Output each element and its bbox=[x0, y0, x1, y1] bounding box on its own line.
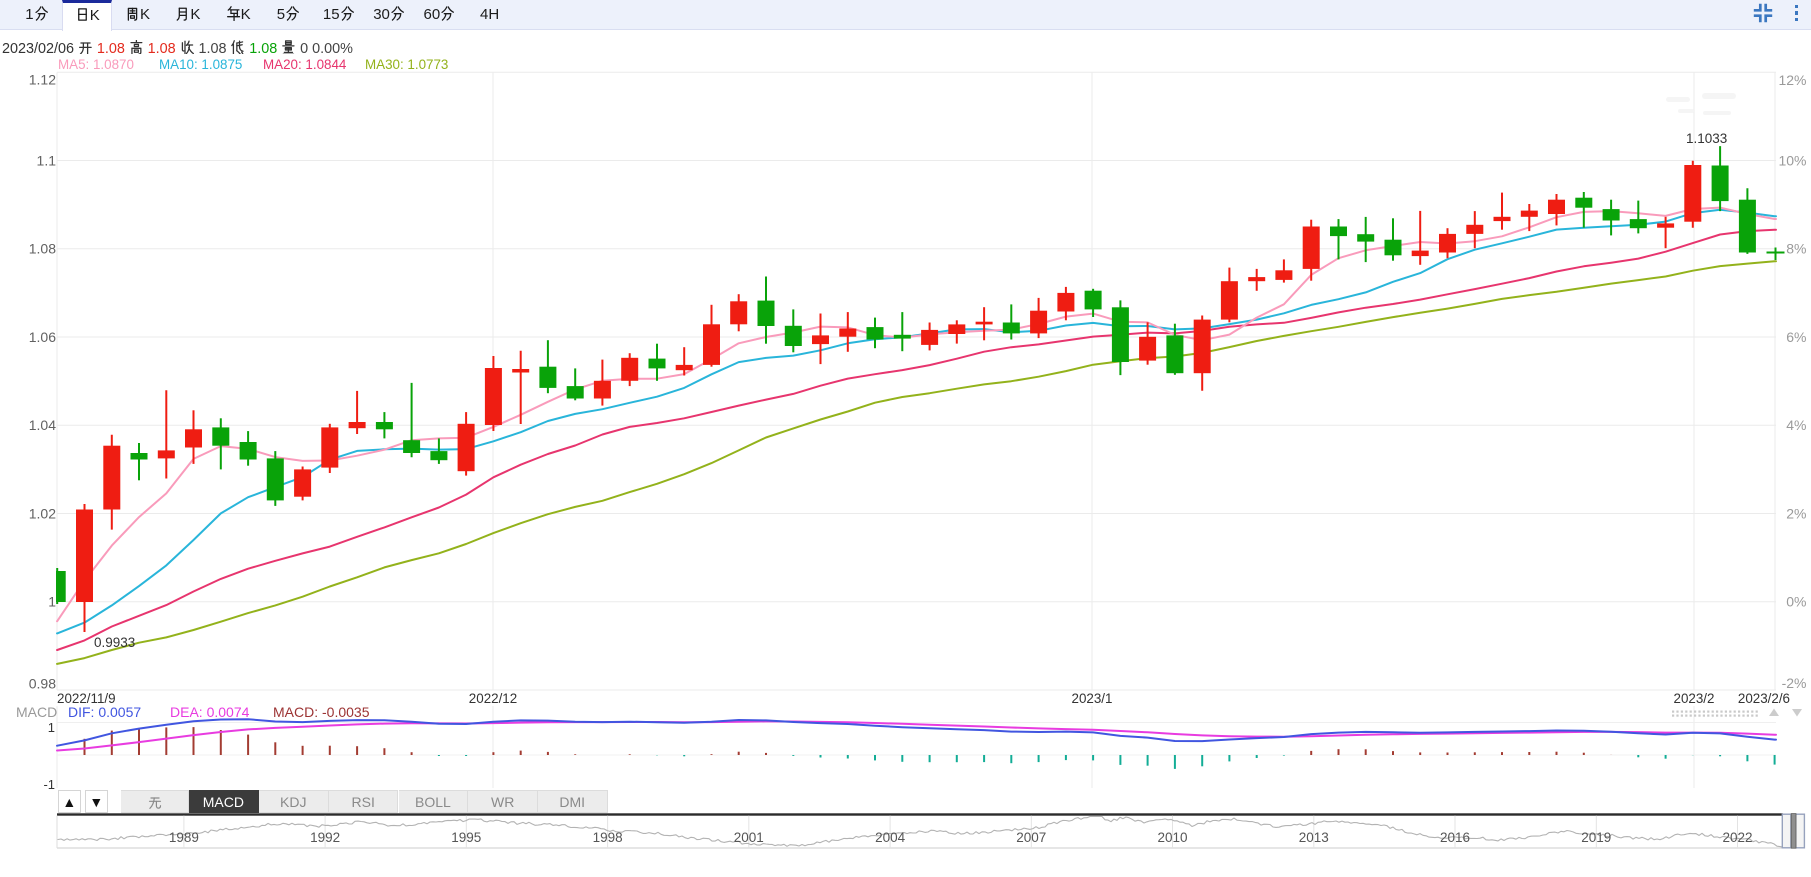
svg-text:2023/1: 2023/1 bbox=[1072, 691, 1113, 706]
svg-text:1.1033: 1.1033 bbox=[1686, 131, 1727, 146]
svg-text:1.02: 1.02 bbox=[29, 505, 56, 521]
svg-text:6%: 6% bbox=[1786, 329, 1806, 345]
svg-text:2022/11/9: 2022/11/9 bbox=[57, 691, 116, 706]
svg-text:1998: 1998 bbox=[593, 830, 623, 845]
svg-text:-1: -1 bbox=[43, 777, 55, 792]
svg-text:2023/2/6: 2023/2/6 bbox=[1738, 691, 1790, 706]
svg-text:1989: 1989 bbox=[169, 830, 199, 845]
svg-text:1.06: 1.06 bbox=[29, 329, 56, 345]
svg-text:1.08: 1.08 bbox=[29, 241, 56, 257]
svg-text:1.04: 1.04 bbox=[29, 417, 56, 433]
svg-text:4%: 4% bbox=[1786, 417, 1806, 433]
svg-text:2016: 2016 bbox=[1440, 830, 1470, 845]
svg-text:2%: 2% bbox=[1786, 505, 1806, 521]
svg-text:10%: 10% bbox=[1778, 152, 1806, 168]
svg-text:0.9933: 0.9933 bbox=[94, 635, 135, 650]
svg-text:-2%: -2% bbox=[1782, 675, 1807, 691]
svg-text:0%: 0% bbox=[1786, 594, 1806, 610]
svg-text:0.98: 0.98 bbox=[29, 675, 56, 691]
svg-text:1995: 1995 bbox=[451, 830, 481, 845]
svg-text:2013: 2013 bbox=[1299, 830, 1329, 845]
svg-text:1: 1 bbox=[48, 594, 56, 610]
svg-text:1.1: 1.1 bbox=[37, 152, 57, 168]
svg-text:2001: 2001 bbox=[734, 830, 764, 845]
svg-text:1: 1 bbox=[48, 720, 55, 735]
svg-text:1.12: 1.12 bbox=[29, 71, 56, 87]
svg-text:2019: 2019 bbox=[1581, 830, 1611, 845]
svg-text:MACD: -0.0035: MACD: -0.0035 bbox=[273, 704, 370, 720]
svg-text:2023/2: 2023/2 bbox=[1674, 691, 1715, 706]
svg-text:1992: 1992 bbox=[310, 830, 340, 845]
svg-text:12%: 12% bbox=[1778, 72, 1806, 88]
svg-text:2004: 2004 bbox=[875, 830, 906, 845]
svg-text:DIF: 0.0057: DIF: 0.0057 bbox=[68, 704, 141, 720]
svg-text:MACD: MACD bbox=[16, 704, 57, 720]
svg-text:2022/12: 2022/12 bbox=[469, 691, 517, 706]
svg-text:8%: 8% bbox=[1786, 241, 1806, 257]
svg-text:2010: 2010 bbox=[1157, 830, 1187, 845]
svg-text:2022: 2022 bbox=[1722, 830, 1752, 845]
svg-text:DEA: 0.0074: DEA: 0.0074 bbox=[170, 704, 250, 720]
svg-text:2007: 2007 bbox=[1016, 830, 1046, 845]
